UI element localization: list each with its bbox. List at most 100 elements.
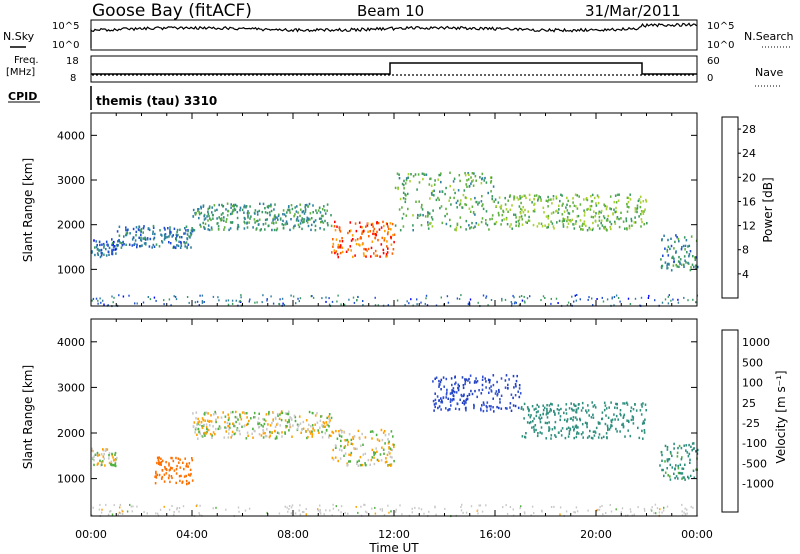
near-range-echo [609,504,611,506]
echo-cell [546,416,549,419]
echo-cell [626,202,628,206]
near-range-echo [332,503,334,506]
near-range-echo [576,510,579,513]
echo-cell [598,219,601,222]
echo-cell [370,458,373,462]
echo-cell [688,253,691,256]
near-range-echo [290,512,292,515]
echo-cell [184,457,186,460]
echo-cell [185,465,188,468]
echo-cell [509,208,512,211]
echo-cell [189,236,191,239]
echo-cell [581,423,584,426]
echo-cell [125,243,127,246]
echo-cell [98,453,101,457]
echo-cell [184,227,186,230]
echo-cell [687,475,689,479]
echo-cell [491,217,493,221]
echo-cell [371,430,374,433]
echo-cell [500,207,502,210]
near-range-echo [92,506,94,509]
echo-cell [514,404,517,408]
near-range-echo [157,512,159,515]
near-range-echo [637,506,639,509]
echo-cell [175,481,177,485]
echo-cell [380,243,383,246]
echo-cell [568,407,571,410]
echo-cell [525,220,527,224]
echo-cell [529,198,531,201]
echo-cell [589,429,591,433]
echo-cell [302,420,305,424]
echo-cell [197,208,200,211]
echo-cell [243,220,246,223]
echo-cell [610,419,612,422]
near-range-echo [566,304,569,307]
echo-cell [152,224,155,228]
echo-cell [314,423,316,426]
echo-cell [337,246,339,249]
echo-cell [366,224,369,227]
echo-cell [306,204,309,208]
echo-cell [558,408,560,412]
echo-cell [432,399,435,403]
echo-cell [294,415,297,419]
echo-cell [464,382,466,386]
echo-cell [407,207,409,211]
echo-cell [301,428,303,431]
echo-cell [605,207,608,211]
beam-title: Beam 10 [357,2,424,20]
echo-cell [459,216,462,219]
echo-cell [247,422,249,426]
echo-cell [236,204,238,208]
echo-cell [177,457,180,460]
near-range-echo [460,509,463,512]
echo-cell [452,180,455,183]
echo-cell [688,443,690,447]
echo-cell [334,251,336,255]
echo-cell [440,378,443,382]
near-range-echo [687,299,689,302]
echo-cell [634,207,637,211]
nave-tick-top: 60 [707,56,720,67]
echo-cell [556,209,558,213]
echo-cell [513,386,515,389]
near-range-echo [163,299,165,302]
near-range-echo [261,301,263,304]
echo-cell [176,244,178,247]
near-range-echo [188,301,190,304]
near-range-echo [357,511,359,514]
echo-cell [630,219,633,223]
nsearch-label: N.Search [744,30,794,43]
echo-cell [255,220,258,223]
echo-cell [493,222,496,226]
echo-cell [589,228,591,231]
echo-cell [685,239,688,242]
echo-cell [271,221,273,225]
echo-cell [666,266,669,270]
echo-cell [308,202,311,206]
echo-cell [163,238,166,241]
echo-cell [212,425,214,428]
echo-cell [161,459,164,462]
echo-cell [459,202,462,205]
echo-cell [391,448,394,452]
echo-cell [274,429,276,433]
echo-cell [186,237,188,240]
echo-cell [527,219,530,222]
echo-cell [165,472,168,475]
echo-cell [532,223,535,227]
echo-cell [558,208,560,211]
echo-cell [523,194,526,197]
echo-cell [300,219,303,222]
near-range-echo [168,508,171,511]
near-range-echo [126,510,129,513]
near-range-echo [112,301,114,304]
echo-cell [583,214,586,217]
echo-cell [540,222,543,225]
echo-cell [403,187,405,190]
near-range-echo [212,295,215,298]
echo-cell [434,377,436,380]
echo-cell [175,233,178,237]
